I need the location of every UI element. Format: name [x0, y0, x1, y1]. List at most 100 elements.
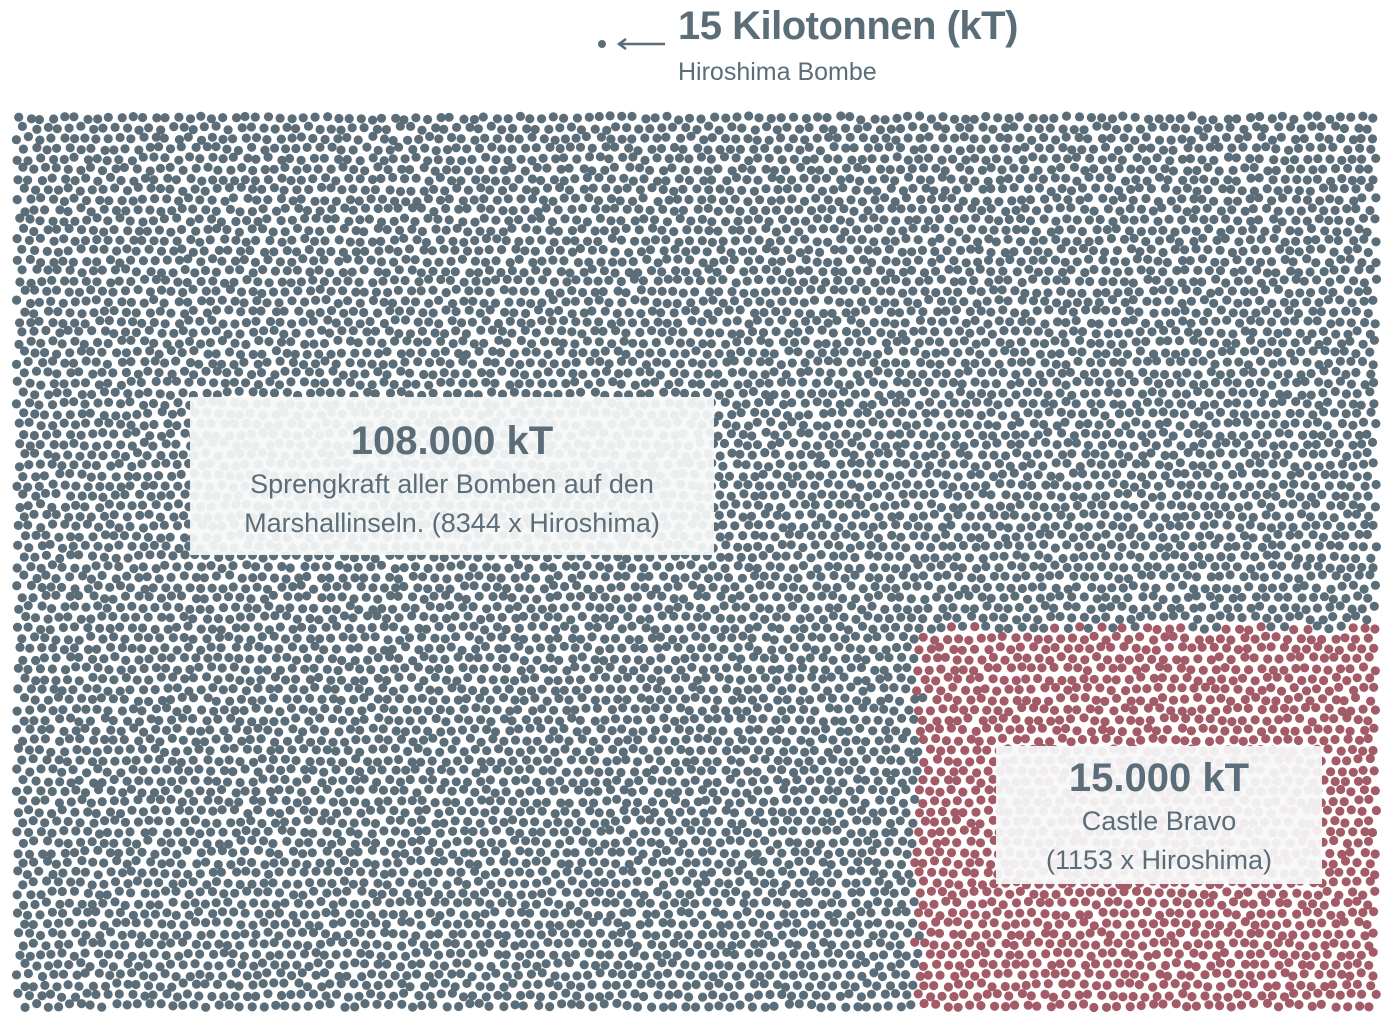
marshall-unit-dot [833, 275, 843, 285]
marshall-unit-dot [964, 123, 974, 133]
marshall-unit-dot [964, 429, 975, 439]
marshall-unit-dot [1034, 183, 1045, 193]
marshall-unit-dot [1343, 245, 1353, 255]
marshall-unit-dot [1009, 122, 1019, 132]
marshall-unit-dot [753, 153, 763, 163]
marshall-unit-dot [156, 491, 166, 501]
marshall-unit-dot [817, 325, 827, 335]
marshall-unit-dot [1115, 206, 1125, 216]
marshall-unit-dot [74, 532, 84, 542]
marshall-unit-dot [538, 195, 549, 205]
marshall-unit-dot [174, 297, 184, 307]
marshall-unit-dot [260, 145, 270, 155]
marshall-unit-dot [1113, 388, 1123, 398]
marshall-unit-dot [1017, 277, 1027, 288]
marshall-unit-dot [19, 223, 29, 233]
marshall-unit-dot [1351, 509, 1362, 519]
marshall-unit-dot [12, 155, 22, 165]
marshall-unit-dot [883, 368, 893, 378]
marshall-unit-dot [1318, 164, 1328, 174]
marshall-unit-dot [1158, 267, 1168, 277]
marshall-unit-dot [76, 430, 86, 440]
marshall-unit-dot [1274, 122, 1284, 132]
marshall-unit-dot [1354, 123, 1364, 133]
marshall-unit-dot [94, 418, 104, 428]
marshall-unit-dot [659, 166, 669, 176]
marshall-unit-dot [1170, 123, 1181, 133]
marshall-unit-dot [657, 225, 667, 235]
marshall-unit-dot [135, 510, 145, 520]
marshall-unit-dot [1185, 256, 1195, 266]
marshall-unit-dot [1142, 296, 1152, 306]
marshall-unit-dot [638, 276, 649, 286]
marshall-unit-dot [217, 256, 227, 266]
marshall-unit-dot [313, 164, 323, 174]
marshall-unit-dot [855, 318, 866, 328]
marshall-unit-dot [961, 114, 971, 124]
marshall-unit-dot [1358, 213, 1369, 223]
marshall-unit-dot [1098, 277, 1108, 287]
marshall-unit-dot [988, 348, 998, 358]
marshall-unit-dot [798, 377, 808, 387]
marshall-unit-dot [1301, 521, 1311, 531]
marshall-unit-dot [208, 175, 218, 185]
marshall-unit-dot [748, 370, 758, 380]
marshall-unit-dot [696, 152, 707, 162]
marshall-unit-dot [228, 134, 238, 144]
marshall-unit-dot [1312, 316, 1322, 326]
marshall-unit-dot [1135, 407, 1145, 417]
marshall-unit-dot [282, 387, 292, 397]
marshall-unit-dot [419, 369, 429, 380]
marshall-unit-dot [1017, 316, 1027, 327]
marshall-unit-dot [479, 338, 489, 348]
marshall-unit-dot [1220, 257, 1230, 267]
marshall-unit-dot [1305, 267, 1315, 277]
marshall-unit-dot [475, 226, 485, 236]
marshall-unit-dot [879, 481, 889, 491]
marshall-unit-dot [729, 255, 739, 265]
marshall-unit-dot [1256, 397, 1266, 407]
marshall-unit-dot [433, 155, 443, 165]
marshall-unit-dot [248, 387, 258, 397]
marshall-unit-dot [309, 339, 319, 349]
marshall-unit-dot [984, 214, 994, 224]
marshall-unit-dot [1044, 449, 1054, 459]
marshall-unit-dot [413, 317, 423, 327]
marshall-unit-dot [12, 255, 22, 265]
marshall-unit-dot [123, 123, 133, 133]
marshall-unit-dot [959, 297, 969, 307]
marshall-unit-dot [703, 309, 713, 319]
marshall-unit-dot [1271, 165, 1281, 176]
marshall-unit-dot [379, 156, 389, 166]
marshall-unit-dot [120, 451, 131, 462]
marshall-unit-dot [1336, 521, 1346, 532]
marshall-unit-dot [949, 338, 959, 348]
marshall-unit-dot [44, 390, 54, 400]
marshall-unit-dot [822, 520, 832, 530]
marshall-unit-dot [799, 196, 810, 206]
marshall-unit-dot [796, 367, 806, 378]
marshall-unit-dot [782, 122, 792, 132]
marshall-unit-dot [48, 318, 58, 328]
marshall-unit-dot [929, 431, 939, 441]
marshall-unit-dot [54, 532, 64, 543]
marshall-unit-dot [294, 306, 304, 316]
marshall-unit-dot [1322, 336, 1332, 346]
marshall-unit-dot [1371, 479, 1381, 490]
marshall-unit-dot [895, 368, 905, 378]
marshall-unit-dot [769, 367, 779, 377]
marshall-unit-dot [1005, 502, 1016, 512]
marshall-unit-dot [1174, 521, 1184, 531]
marshall-unit-dot [559, 113, 569, 123]
marshall-unit-dot [870, 114, 880, 124]
marshall-unit-dot [1009, 510, 1019, 520]
marshall-unit-dot [279, 185, 289, 195]
marshall-unit-dot [457, 318, 467, 328]
marshall-unit-dot [355, 237, 365, 247]
marshall-unit-dot [501, 236, 511, 246]
marshall-unit-dot [1172, 468, 1182, 478]
marshall-unit-dot [75, 451, 85, 461]
marshall-unit-dot [1080, 428, 1090, 438]
marshall-unit-dot [1302, 254, 1312, 264]
marshall-unit-dot [1038, 377, 1048, 387]
